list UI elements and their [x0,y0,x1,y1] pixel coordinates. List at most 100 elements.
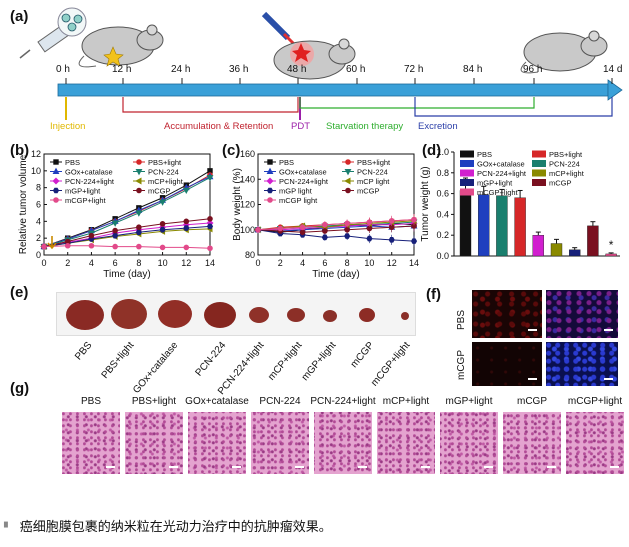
timeline-illustration [19,7,623,120]
x-tick-label: 6 [113,258,118,268]
x-tick-label: 4 [300,258,305,268]
mouse-recovered-icon [520,30,608,74]
data-point [112,227,118,234]
series-line [43,170,211,248]
figure-caption: ▝ 癌细胞膜包裹的纳米粒在光动力治疗中的抗肿瘤效果。 [0,516,332,535]
legend-label: mGP+light [477,179,513,188]
tick-0h: 0 h [56,64,70,75]
data-point [183,244,190,251]
data-point [206,175,214,182]
series-line [257,229,415,242]
scale-bar [484,466,493,468]
x-tick-label: 8 [345,258,350,268]
legend-label: PBS+light [357,158,391,167]
data-point [299,224,306,231]
tick-36h: 36 h [229,64,249,75]
data-point [88,242,95,249]
fluor-row-label-pbs: PBS [456,309,467,330]
histology-label: mGP+light [445,396,493,407]
bar [496,195,508,257]
legend-entry: mCGP [532,179,572,188]
legend-swatch [532,160,546,167]
legend-marker [344,169,352,176]
phase-accumulation: Accumulation & Retention [164,121,274,132]
legend-marker [53,197,59,203]
data-point [135,210,143,217]
legend-marker [266,167,274,174]
panel-label-g: (g) [10,380,30,397]
data-point [159,244,166,251]
series-line [43,177,211,248]
histology-label: PCN-224 [259,396,301,407]
x-tick-label: 6 [322,258,327,268]
series-line [43,245,211,249]
legend-swatch [532,169,546,177]
data-point [136,243,142,250]
tick-84h: 84 h [463,64,483,75]
data-point [366,219,373,225]
fluor-mcgp-merge [546,342,618,386]
legend-label: PBS [477,150,492,159]
legend-swatch [460,179,474,186]
data-point [206,223,214,230]
data-point [182,187,190,195]
histology-label: GOx+catalase [185,396,249,407]
legend-marker [52,187,60,194]
tick-14d: 14 d [603,64,623,75]
legend-entry: PCN-224 [133,168,179,177]
y-tick-label: 80 [245,250,255,260]
legend-entry: mCGP+light [460,188,519,197]
histology-label: mCP+light [382,396,430,407]
x-tick-label: 2 [278,258,283,268]
scale-bar [232,466,241,468]
data-point [322,221,328,228]
phase-pdt: PDT [291,121,310,132]
legend-label: PCN-224+light [477,169,527,178]
data-point [159,199,167,206]
legend-swatch [460,169,474,177]
data-point [277,225,284,232]
fluor-mcgp-red [472,342,542,386]
legend-label: mCGP+light [477,188,519,197]
bullet-mark: ▝ [0,523,8,534]
legend-marker [135,169,143,176]
tumor-volume-chart: 0 2 4 6 8 10 12 0 2 4 6 8 10 12 14 Time (day) Relative t… [18,149,215,280]
bar [605,253,617,257]
legend-entry: mGP+light [460,179,513,188]
legend-entry: mCP light [342,177,390,186]
x-axis-label: Time (day) [103,269,150,280]
series-mcgp-light [255,214,417,233]
data-point [411,216,417,223]
legend-label: PBS+light [549,150,583,159]
legend-entry: mCGP light [264,196,318,205]
legend-marker [345,159,351,165]
legend-label: PCN-224 [148,168,179,177]
tumor-weight-chart: 0.0 0.2 0.4 0.6 0.8 1.0 Tumor weight (g) * PBS PB… [420,147,620,261]
legend-entry: PBS+light [532,150,583,159]
legend-entry: mGP light [264,187,313,196]
data-point [183,218,190,225]
y-tick-label: 100 [240,225,255,235]
x-tick-label: 12 [181,258,191,268]
timeline-ticks [65,78,613,84]
bar [514,197,526,257]
legend-label: mCP+light [549,169,585,178]
scale-bar [106,466,115,468]
panel-label-c: (c) [222,142,241,159]
x-tick-label: 12 [387,258,397,268]
legend-label: mGP light [279,187,313,196]
y-tick-label: 1.0 [436,147,449,157]
histology-label: PBS+light [131,396,177,407]
legend-entry: PBS+light [133,158,182,167]
scale-bar [169,466,178,468]
bar [550,243,563,257]
x-axis-label: Time (day) [312,269,359,280]
legend-label: mCGP+light [65,196,107,205]
histology-label: mCGP+light [567,396,623,407]
caption-text: 癌细胞膜包裹的纳米粒在光动力治疗中的抗肿瘤效果。 [19,520,332,535]
excised-tumors-photo [56,292,416,336]
x-tick-label: 10 [364,258,374,268]
legend-label: PCN-224+light [279,177,329,186]
data-point [410,238,418,244]
series-line [43,222,211,248]
